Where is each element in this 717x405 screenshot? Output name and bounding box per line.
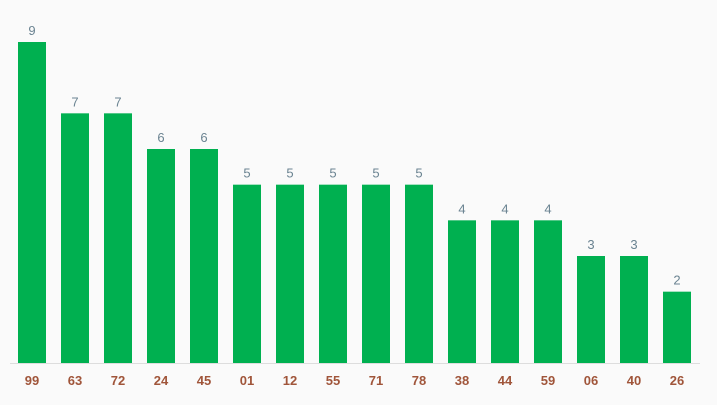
x-tick-label: 78 [412,373,426,388]
data-label: 6 [157,130,164,145]
x-tick-label: 59 [541,373,555,388]
data-label: 4 [544,201,551,216]
bar-12 [276,184,304,363]
data-label: 5 [372,166,379,181]
data-label: 3 [587,237,594,252]
bar-45 [190,149,218,363]
bar-78 [405,184,433,363]
data-label: 7 [71,94,78,109]
data-label: 4 [501,201,508,216]
x-tick-label: 12 [283,373,297,388]
x-tick-label: 24 [154,373,169,388]
bar-38 [448,220,476,363]
x-tick-label: 06 [584,373,598,388]
bar-01 [233,184,261,363]
bar-71 [362,184,390,363]
bar-44 [491,220,519,363]
bar-26 [663,291,691,363]
x-tick-label: 45 [197,373,211,388]
data-label: 9 [28,23,35,38]
x-tick-label: 38 [455,373,469,388]
data-label: 4 [458,201,465,216]
x-tick-label: 40 [627,373,641,388]
x-tick-label: 99 [25,373,39,388]
data-label: 5 [415,166,422,181]
x-tick-label: 63 [68,373,82,388]
data-label: 5 [243,166,250,181]
bar-72 [104,113,132,363]
data-label: 2 [673,273,680,288]
data-label: 3 [630,237,637,252]
data-label: 6 [200,130,207,145]
x-tick-label: 01 [240,373,254,388]
x-tick-label: 26 [670,373,684,388]
bar-55 [319,184,347,363]
x-tick-label: 55 [326,373,340,388]
bar-63 [61,113,89,363]
data-label: 5 [286,166,293,181]
bar-40 [620,256,648,363]
bar-24 [147,149,175,363]
x-tick-label: 72 [111,373,125,388]
bar-06 [577,256,605,363]
x-tick-label: 44 [498,373,513,388]
x-tick-label: 71 [369,373,383,388]
bar-59 [534,220,562,363]
bar-99 [18,42,46,363]
data-label: 7 [114,94,121,109]
data-label: 5 [329,166,336,181]
